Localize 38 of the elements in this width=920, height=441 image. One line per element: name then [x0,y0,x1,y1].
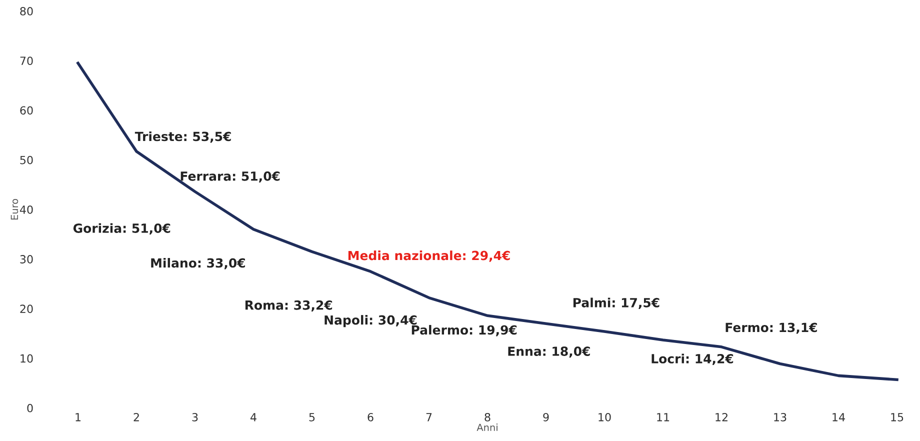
x-tick-label: 14 [832,413,845,422]
x-tick-label: 9 [543,412,549,422]
y-tick-label: 10 [20,354,33,363]
x-tick-label: 15 [891,413,904,422]
x-tick-label: 3 [192,412,198,422]
x-tick-label: 7 [426,413,432,422]
annotation: Ferrara: 51,0€ [180,171,280,182]
annotation: Milano: 33,0€ [151,258,245,270]
y-tick-label: 30 [20,255,33,264]
y-tick-label: 70 [20,56,33,66]
x-tick-label: 2 [134,412,139,422]
annotation: Trieste: 53,5€ [134,131,231,143]
annotation: Roma: 33,2€ [245,300,332,312]
y-tick-label: 60 [20,106,33,115]
y-tick-label: 40 [20,205,33,214]
annotation: Enna: 18,0€ [508,346,590,358]
annotation: Napoli: 30,4€ [324,315,417,328]
x-tick-label: 12 [716,412,728,422]
x-tick-label: 4 [250,413,256,422]
annotation: Palmi: 17,5€ [573,298,660,309]
y-tick-label: 20 [20,304,33,314]
x-axis-title: Anni [476,424,498,431]
annotation: Media nazionale: 29,4€ [348,250,510,262]
x-tick-label: 5 [309,413,315,422]
x-tick-label: 1 [76,413,81,422]
y-tick-label: 0 [27,404,33,412]
y-axis-title: Euro [10,198,18,220]
x-tick-label: 11 [657,413,670,422]
y-tick-label: 50 [20,156,33,164]
x-tick-label: 6 [368,412,374,422]
x-tick-label: 8 [484,412,490,422]
annotation: Locri: 14,2€ [652,354,734,366]
annotation: Gorizia: 51,0€ [73,223,170,235]
annotation: Palermo: 19,9€ [412,324,517,336]
y-tick-label: 80 [20,7,33,16]
annotation: Fermo: 13,1€ [726,322,817,334]
x-tick-label: 13 [774,412,786,422]
x-tick-label: 10 [598,412,611,422]
